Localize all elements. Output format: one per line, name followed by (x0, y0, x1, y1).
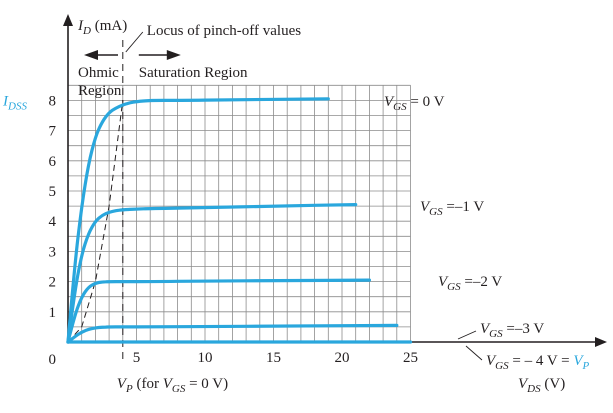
pinchoff-locus-curve (67, 100, 124, 343)
x-tick-label: 15 (266, 350, 281, 366)
y-tick-label: 5 (49, 184, 57, 200)
x-tick-label: 10 (198, 350, 213, 366)
origin-label: 0 (49, 352, 57, 368)
saturation-arrowhead (166, 50, 181, 60)
x-tick-label: 5 (133, 350, 141, 366)
curve-layer (66, 97, 413, 344)
ohmic-arrowhead (84, 50, 98, 60)
leader-vgs-3 (457, 330, 477, 340)
locus-label: Locus of pinch-off values (147, 23, 301, 39)
curve-label-2: VGS​ =–2 V (438, 274, 502, 293)
y-tick-label: 1 (49, 305, 57, 321)
x-tick-label: 25 (403, 350, 418, 366)
y-tick-label: 8 (49, 93, 57, 109)
grid-lines (68, 84, 411, 342)
curve-vgs-1 (66, 203, 358, 344)
locus-leader-line (125, 31, 144, 53)
x-axis-arrowhead (595, 337, 607, 347)
curve-label-3: VGS​ =–3 V (480, 321, 544, 340)
y-tick-label: 3 (49, 244, 57, 260)
curve-vgs-0 (66, 97, 330, 344)
y-tick-label: 2 (49, 275, 57, 291)
y-axis-title: ID​ (mA) (77, 18, 127, 37)
curve-label-0: VGS​ = 0 V (384, 94, 445, 113)
ohmic-label-line2: Region (78, 83, 122, 99)
y-tick-label: 7 (49, 124, 57, 140)
x-axis-title: VDS​ (V) (518, 376, 565, 395)
idss-label: IDSS (2, 93, 27, 112)
y-tick-label: 6 (49, 154, 57, 170)
curve-vgs-2 (66, 278, 371, 344)
y-tick-label: 4 (49, 214, 57, 230)
ohmic-label-line1: Ohmic (78, 65, 119, 81)
tick-labels: 5 10 15 20 25 1 2 3 4 5 6 7 8 0 (49, 93, 419, 368)
curve-label-1: VGS​ =–1 V (420, 199, 484, 218)
leader-vgs-4 (465, 345, 483, 361)
x-tick-label: 20 (335, 350, 350, 366)
vp-note: VP​ (for VGS​ = 0 V) (117, 376, 228, 395)
pinchoff-locus-layer (67, 31, 144, 362)
saturation-label: Saturation Region (139, 65, 248, 81)
curve-vgs-3 (66, 323, 399, 344)
curve-label-4: VGS​ = – 4 V = VP (486, 353, 590, 372)
annotations: ID​ (mA) VDS​ (V) Locus of pinch-off value… (2, 18, 590, 395)
y-axis-arrowhead (63, 14, 73, 26)
